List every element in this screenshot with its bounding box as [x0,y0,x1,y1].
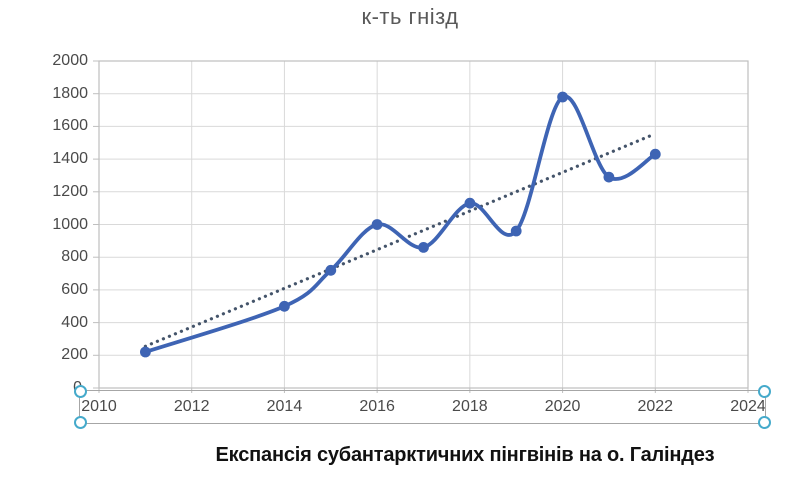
x-tick-label: 2022 [637,398,674,415]
data-point-marker [464,197,476,209]
y-tick-label: 1800 [52,84,88,102]
data-point-marker [603,171,615,183]
data-point-marker [371,219,383,230]
x-tick-label: 2010 [81,398,117,415]
y-tick-label: 2000 [52,52,88,69]
selection-handle-top-left[interactable] [74,385,87,398]
chart-caption: Експансія субантарктичних пінгвінів на о… [215,444,715,466]
data-point-marker [649,148,661,160]
data-point-marker [279,300,290,312]
y-tick-label: 0 [22,379,82,397]
x-tick-label: 2020 [544,398,581,415]
selection-handle-bottom-right[interactable] [758,416,771,429]
chart-title[interactable]: к-ть гнізд [361,4,459,29]
data-point-marker [140,346,151,358]
x-tick-label: 2024 [730,398,766,415]
y-tick-label: 1200 [52,182,88,200]
y-tick-label: 1600 [52,117,88,135]
plot-border [98,60,749,389]
y-tick-label: 600 [61,280,88,298]
data-point-marker [325,264,337,276]
y-tick-label: 400 [61,313,88,331]
x-tick-label: 2016 [359,398,395,415]
x-tick-label: 2012 [173,398,210,415]
selection-handle-top-right[interactable] [758,385,771,398]
y-tick-label: 200 [61,346,88,364]
trendline [143,132,657,348]
selection-handle-bottom-left[interactable] [74,416,87,429]
series-line [143,94,658,354]
data-point-marker [510,225,522,237]
y-tick-label: 800 [61,248,88,266]
data-point-marker [418,242,429,253]
y-tick-label: 1000 [52,215,88,233]
axis-selection-box[interactable] [74,385,771,429]
x-tick-label: 2018 [452,398,488,415]
data-point-marker [557,91,568,103]
y-tick-label: 1400 [52,150,88,168]
x-tick-label: 2014 [266,398,303,415]
